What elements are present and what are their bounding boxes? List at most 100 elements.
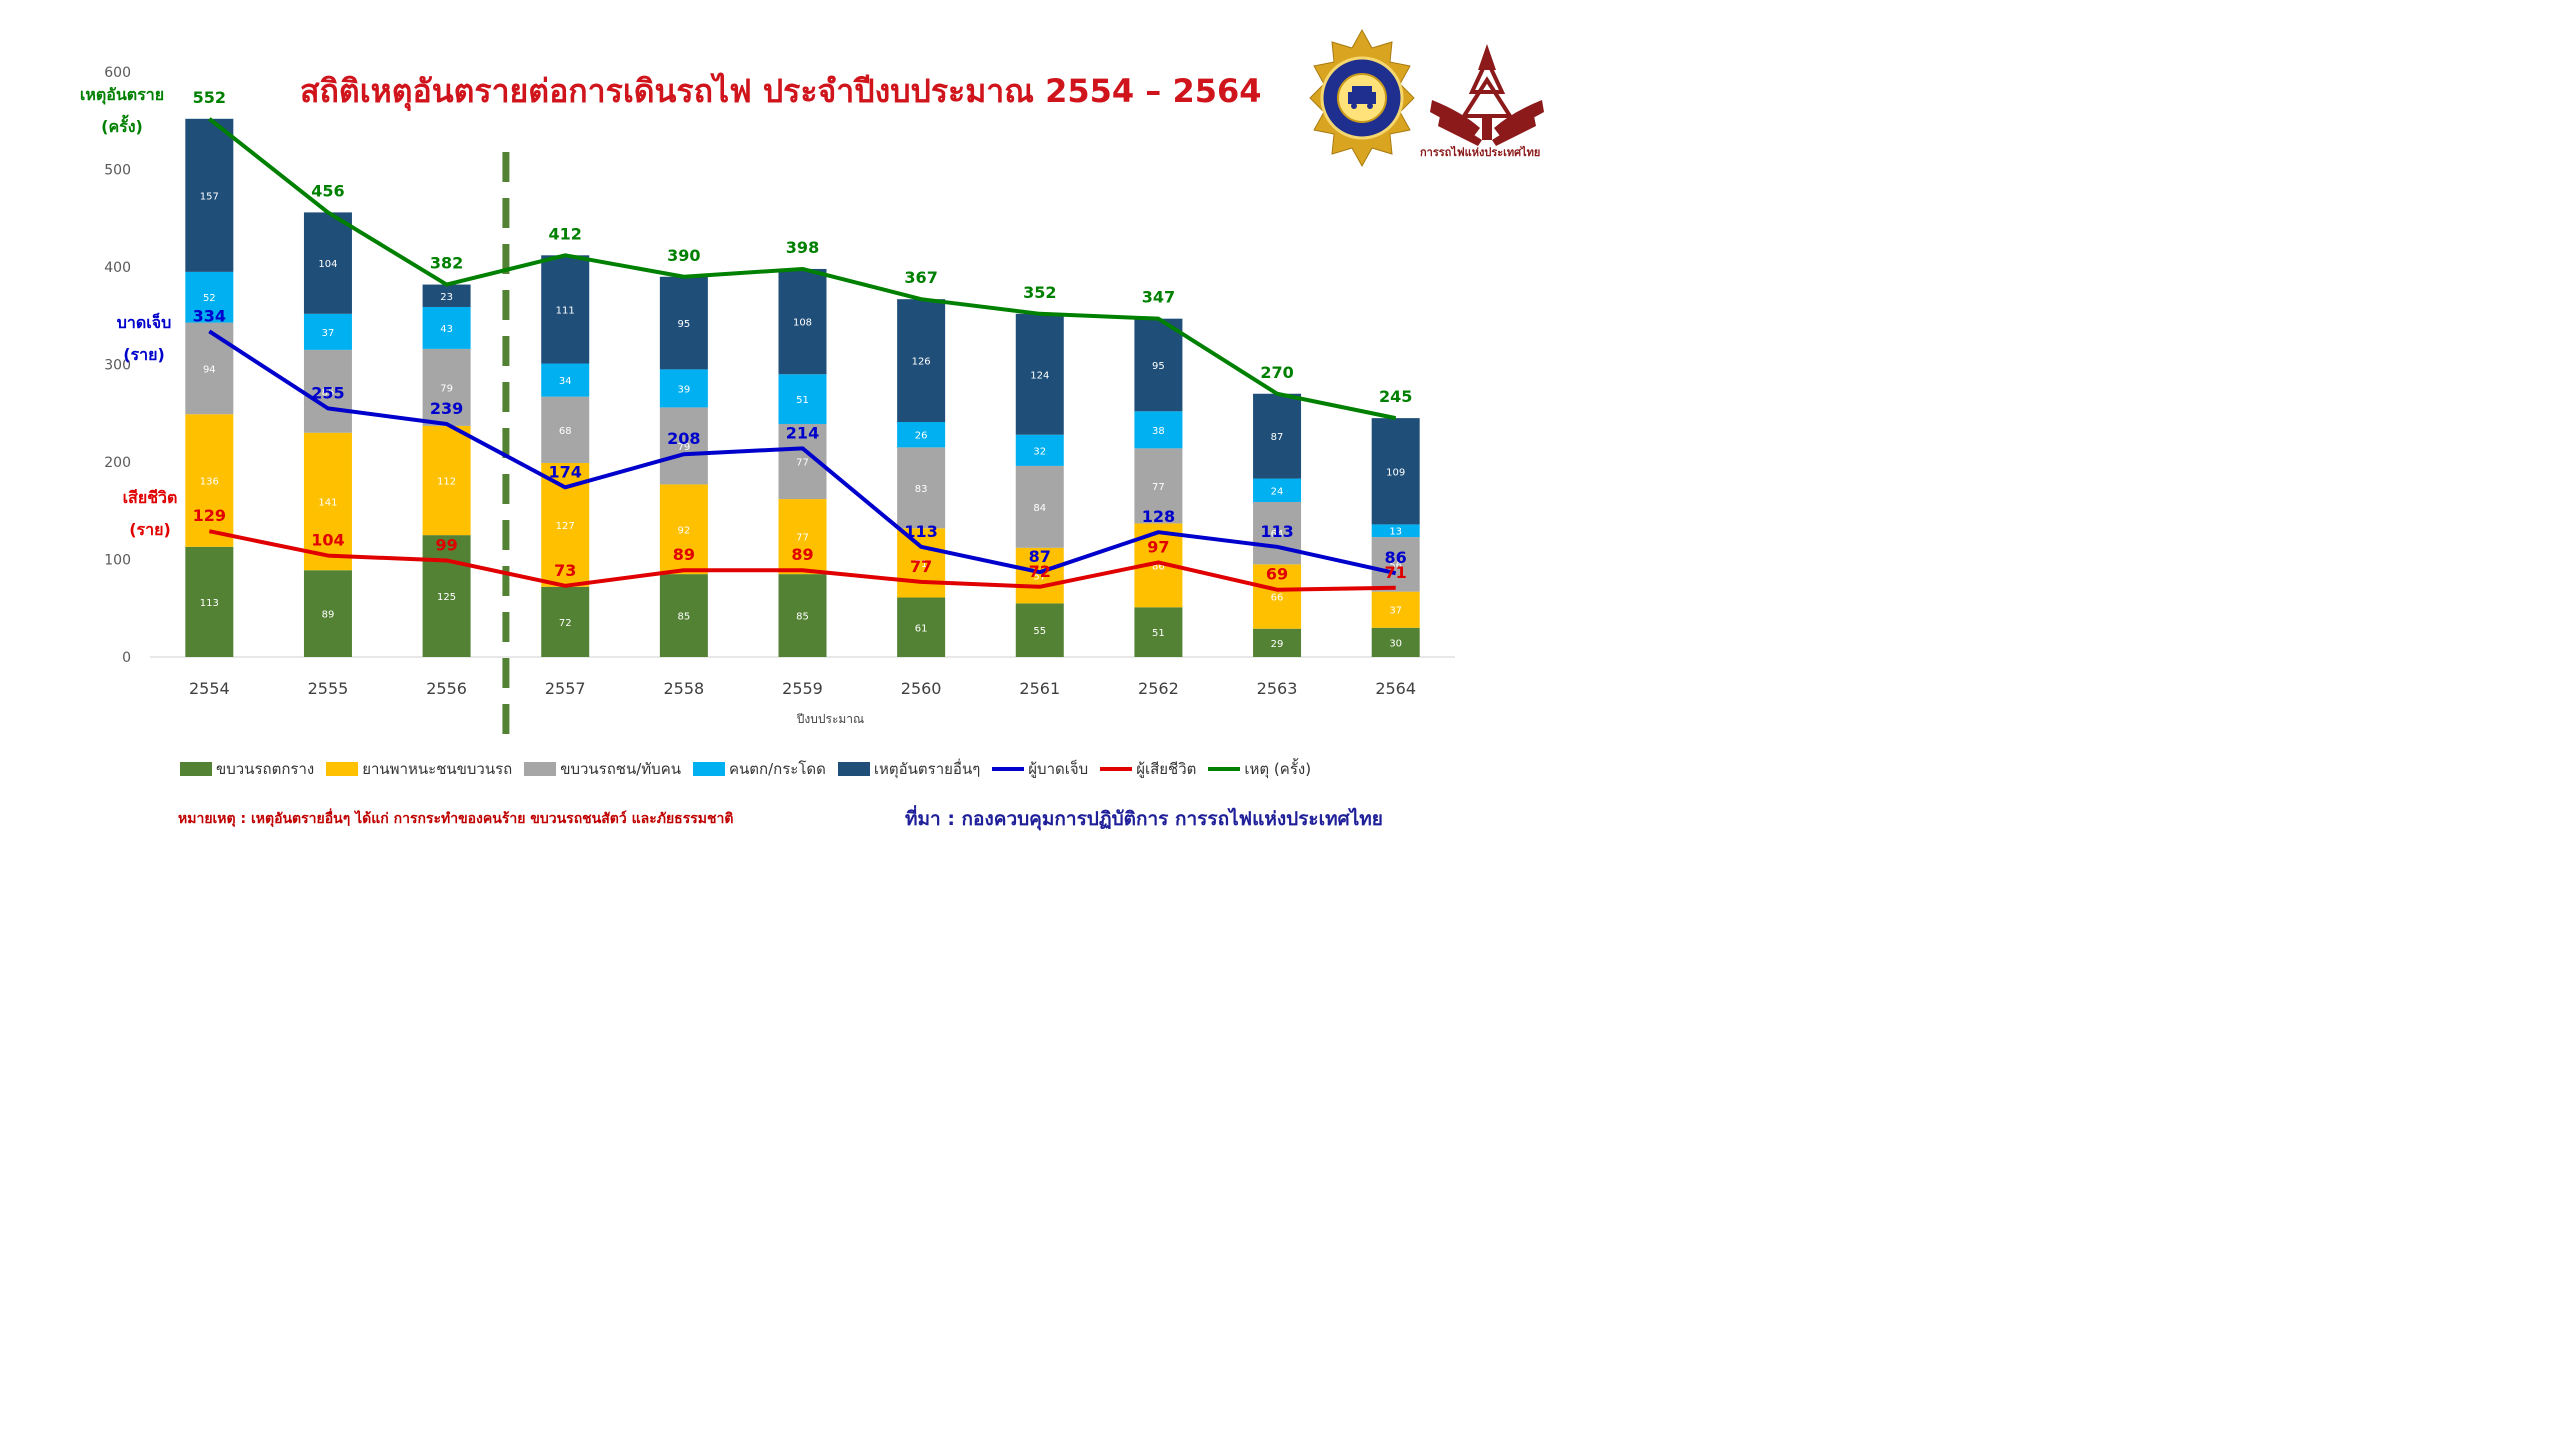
bar-segment-collision: [1015, 465, 1064, 548]
bar-segment-vehicle: [778, 499, 827, 575]
bar-value-label: 51: [796, 395, 809, 406]
bar-value-label: 64: [1271, 529, 1284, 540]
line-value-label-incidents: 245: [1379, 387, 1412, 406]
bar-segment-derail: [1371, 627, 1420, 657]
bar-segment-derail: [1015, 603, 1064, 657]
bar-value-label: 26: [915, 431, 928, 442]
legend-swatch: [693, 762, 725, 776]
bar-value-label: 109: [1386, 467, 1405, 478]
bar-segment-derail: [778, 574, 827, 657]
x-tick-label: 2564: [1375, 679, 1416, 698]
chart-title: สถิติเหตุอันตรายต่อการเดินรถไฟ ประจำปีงบ…: [300, 72, 1262, 110]
line-value-label-injured: 128: [1142, 507, 1175, 526]
bar-value-label: 86: [1152, 561, 1165, 572]
srt-logo-text: การรถไฟแห่งประเทศไทย: [1420, 146, 1541, 159]
side-label-incidents: เหตุอันตราย: [80, 85, 164, 105]
y-tick-label: 100: [104, 553, 131, 569]
line-value-label-deaths: 71: [1385, 563, 1407, 582]
bar-value-label: 108: [793, 318, 812, 329]
y-tick-label: 0: [122, 650, 131, 666]
line-value-label-deaths: 97: [1147, 537, 1169, 556]
x-tick-label: 2555: [308, 679, 349, 698]
bar-segment-vehicle: [185, 414, 234, 547]
legend-line-swatch: [1100, 767, 1133, 771]
bar-segment-collision: [422, 348, 471, 426]
bar-value-label: 24: [1271, 486, 1284, 497]
bar-segment-collision: [659, 407, 708, 485]
bar-value-label: 72: [559, 618, 572, 629]
line-value-label-deaths: 99: [435, 535, 457, 554]
legend-label: ยานพาหนะชนขบวนรถ: [362, 760, 513, 778]
bar-segment-fall: [541, 363, 590, 397]
line-value-label-deaths: 104: [311, 531, 344, 550]
bar-value-label: 29: [1271, 639, 1284, 650]
bar-value-label: 84: [1033, 503, 1046, 514]
bar-value-label: 37: [1389, 606, 1402, 617]
legend-swatch: [837, 762, 870, 776]
bar-value-label: 83: [915, 484, 928, 495]
bar-value-label: 104: [318, 259, 337, 270]
bar-segment-other: [303, 212, 352, 314]
y-tick-label: 500: [104, 163, 131, 179]
line-value-label-injured: 86: [1385, 548, 1407, 567]
bar-value-label: 32: [1033, 446, 1046, 457]
side-label-injured: (ราย): [123, 345, 165, 364]
bar-segment-collision: [185, 322, 234, 415]
legend-label: ขบวนรถชน/ทับคน: [560, 760, 681, 778]
bar-value-label: 30: [1389, 638, 1402, 649]
x-tick-label: 2562: [1138, 679, 1179, 698]
legend-label: ขบวนรถตกราง: [216, 760, 315, 778]
bar-value-label: 77: [1152, 482, 1165, 493]
bar-segment-vehicle: [1253, 564, 1302, 629]
side-label-incidents: (ครั้ง): [101, 114, 143, 136]
legend-label: คนตก/กระโดด: [729, 760, 826, 778]
line-value-label-incidents: 347: [1142, 288, 1175, 307]
legend-swatch: [326, 762, 359, 776]
bar-segment-collision: [1253, 501, 1302, 565]
x-tick-label: 2559: [782, 679, 823, 698]
y-tick-label: 400: [104, 260, 131, 276]
line-value-label-deaths: 89: [791, 545, 813, 564]
legend-item: ขบวนรถตกราง: [180, 757, 314, 781]
bar-value-label: 77: [796, 533, 809, 544]
bar-segment-fall: [303, 313, 352, 350]
bar-segment-other: [778, 268, 827, 375]
bar-value-label: 136: [200, 477, 219, 488]
bar-value-label: 125: [437, 592, 456, 603]
line-value-label-injured: 174: [549, 462, 582, 481]
bar-segment-other: [185, 118, 234, 272]
bar-segment-derail: [303, 570, 352, 657]
legend-item: ยานพาหนะชนขบวนรถ: [326, 757, 512, 781]
bar-value-label: 141: [318, 497, 337, 508]
line-value-label-incidents: 352: [1023, 283, 1056, 302]
legend-item: คนตก/กระโดด: [693, 757, 826, 781]
legend-item: เหตุอันตรายอื่นๆ: [837, 757, 980, 781]
bar-value-label: 92: [677, 525, 690, 536]
x-tick-label: 2558: [664, 679, 705, 698]
bar-segment-vehicle: [1015, 547, 1064, 604]
line-value-label-deaths: 129: [193, 506, 226, 525]
bar-value-label: 71: [915, 559, 928, 570]
bar-segment-collision: [897, 447, 946, 529]
bar-segment-other: [541, 255, 590, 364]
bar-value-label: 37: [322, 328, 335, 339]
side-label-deaths: เสียชีวิต: [123, 488, 178, 507]
line-value-label-injured: 113: [1260, 522, 1293, 541]
bar-segment-fall: [1015, 434, 1064, 466]
chart-legend: ขบวนรถตกราง ยานพาหนะชนขบวนรถ ขบวนรถชน/ทับค…: [180, 757, 1323, 781]
bar-segment-derail: [185, 546, 234, 657]
bar-segment-derail: [541, 586, 590, 657]
bar-segment-other: [422, 284, 471, 307]
bar-value-label: 55: [1033, 626, 1046, 637]
bar-segment-collision: [303, 349, 352, 433]
bar-segment-derail: [1134, 607, 1183, 657]
bar-segment-collision: [1134, 448, 1183, 524]
bar-value-label: 79: [677, 442, 690, 453]
legend-line-swatch: [992, 767, 1025, 771]
bar-segment-other: [1134, 318, 1183, 412]
line-value-label-deaths: 89: [673, 545, 695, 564]
line-value-label-deaths: 72: [1029, 562, 1051, 581]
line-series-incidents: [208, 117, 1397, 421]
bar-value-label: 111: [556, 305, 575, 316]
bar-segment-fall: [1253, 478, 1302, 502]
